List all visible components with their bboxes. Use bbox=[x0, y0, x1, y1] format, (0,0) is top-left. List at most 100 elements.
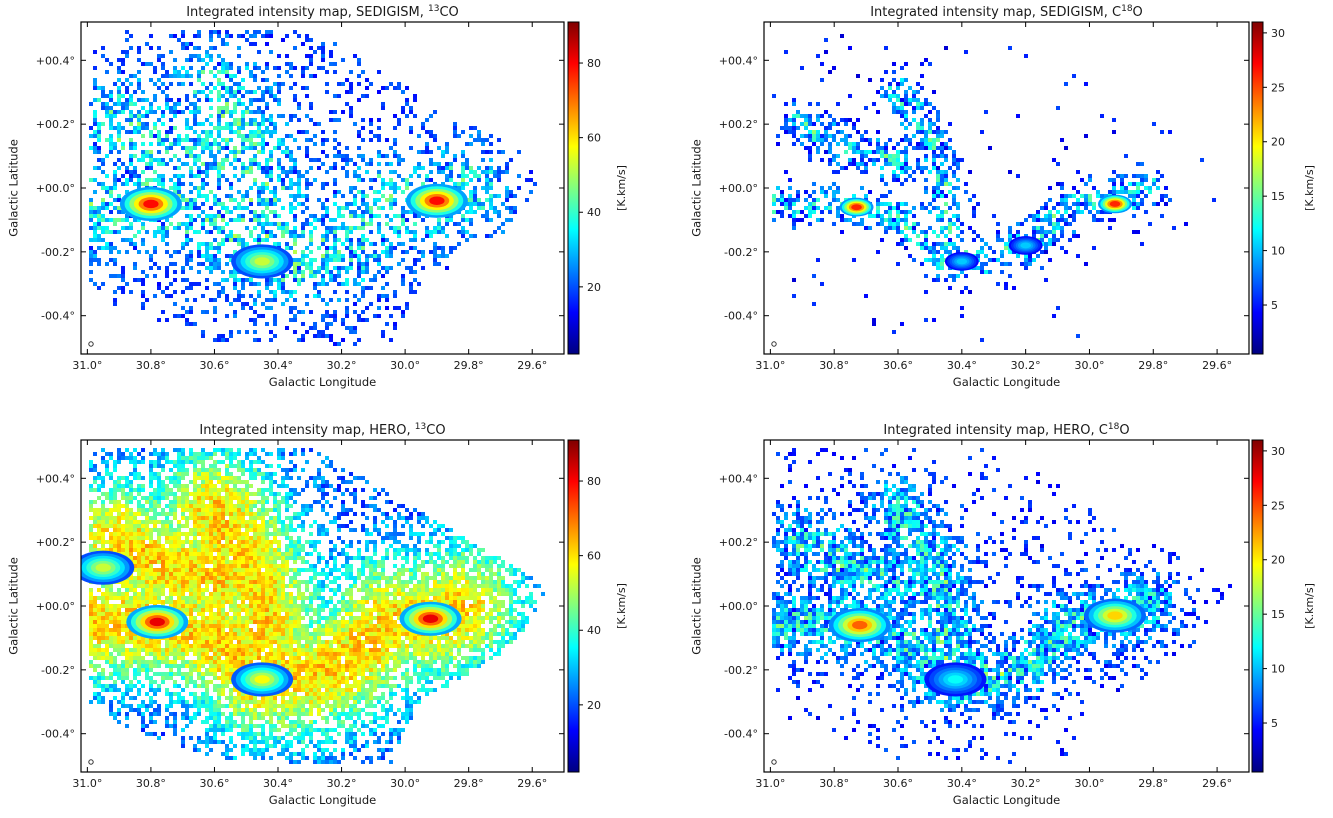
x-axis-label: Galactic Longitude bbox=[953, 793, 1060, 807]
x-tick-label: 30.6° bbox=[199, 777, 229, 790]
beam-marker bbox=[88, 759, 94, 765]
x-tick-label: 31.0° bbox=[755, 359, 785, 372]
y-tick-label: +00.4° bbox=[36, 54, 75, 67]
colorbar-tick-label: 60 bbox=[587, 132, 601, 145]
x-tick-label: 29.8° bbox=[454, 777, 484, 790]
title-isotope: 18 bbox=[1108, 422, 1120, 432]
x-tick-label: 31.0° bbox=[72, 777, 102, 790]
colorbar-tick-label: 80 bbox=[587, 475, 601, 488]
emission-peak bbox=[1008, 236, 1043, 255]
title-text: Integrated intensity map, HERO, bbox=[883, 423, 1098, 438]
x-tick-label: 30.0° bbox=[390, 777, 420, 790]
emission-peak bbox=[81, 550, 135, 585]
x-tick-label: 29.6° bbox=[1202, 777, 1232, 790]
panel-2: Integrated intensity map, SEDIGISM, C18O… bbox=[690, 4, 1317, 389]
y-axis-label: Galactic Latitude bbox=[690, 557, 704, 655]
emission-peak bbox=[399, 601, 462, 636]
title-isotope: 18 bbox=[1121, 4, 1133, 14]
emission-peak bbox=[405, 183, 468, 218]
x-tick-label: 29.8° bbox=[454, 359, 484, 372]
emission-peak bbox=[828, 608, 891, 643]
x-tick-label: 29.8° bbox=[1138, 359, 1168, 372]
y-tick-label: +00.2° bbox=[719, 536, 758, 549]
x-tick-label: 30.6° bbox=[883, 359, 913, 372]
colorbar-tick-label: 30 bbox=[1271, 445, 1285, 458]
x-tick-label: 30.8° bbox=[136, 359, 166, 372]
x-tick-label: 31.0° bbox=[755, 777, 785, 790]
x-tick-label: 30.2° bbox=[1011, 777, 1041, 790]
title-molecule-post: O bbox=[1133, 5, 1143, 20]
x-tick-label: 29.6° bbox=[517, 359, 547, 372]
colorbar-tick-label: 60 bbox=[587, 550, 601, 563]
colorbar-tick-label: 30 bbox=[1271, 27, 1285, 40]
emission-peak bbox=[924, 662, 987, 697]
colorbar-tick-label: 15 bbox=[1271, 608, 1285, 621]
colorbar-tick-label: 80 bbox=[587, 57, 601, 70]
title-molecule-pre: C bbox=[1112, 5, 1121, 20]
y-tick-label: +00.2° bbox=[36, 118, 75, 131]
emission-peak bbox=[126, 604, 189, 640]
y-tick-label: +00.4° bbox=[719, 54, 758, 67]
emission-peak bbox=[1097, 194, 1132, 214]
x-tick-label: 29.6° bbox=[1202, 359, 1232, 372]
x-axis-label: Galactic Longitude bbox=[269, 375, 376, 389]
y-tick-label: -00.2° bbox=[41, 664, 75, 677]
panel-3: Integrated intensity map, HERO, 13CO 31.0… bbox=[7, 422, 629, 807]
x-tick-label: 30.0° bbox=[1074, 777, 1104, 790]
x-tick-label: 29.8° bbox=[1138, 777, 1168, 790]
emission-field bbox=[89, 30, 537, 346]
beam-marker bbox=[88, 341, 94, 347]
x-tick-label: 30.4° bbox=[947, 777, 977, 790]
x-axis-label: Galactic Longitude bbox=[953, 375, 1060, 389]
y-tick-label: +00.2° bbox=[36, 536, 75, 549]
title-molecule-post: CO bbox=[426, 423, 445, 438]
map-background bbox=[764, 22, 1249, 354]
chart-title: Integrated intensity map, HERO, C18O bbox=[883, 422, 1129, 438]
chart-title: Integrated intensity map, SEDIGISM, 13CO bbox=[186, 4, 459, 20]
colorbar-tick-label: 20 bbox=[587, 699, 601, 712]
x-tick-label: 29.6° bbox=[517, 777, 547, 790]
colorbar-tick-label: 20 bbox=[1271, 554, 1285, 567]
x-tick-label: 30.8° bbox=[819, 359, 849, 372]
title-molecule-post: O bbox=[1119, 423, 1129, 438]
emission-peak bbox=[119, 186, 182, 222]
colorbar bbox=[567, 21, 580, 355]
y-tick-label: -00.4° bbox=[41, 310, 75, 323]
colorbar-tick-label: 20 bbox=[1271, 136, 1285, 149]
x-tick-label: 31.0° bbox=[72, 359, 102, 372]
x-tick-label: 30.4° bbox=[947, 359, 977, 372]
colorbar-label: [K.km/s] bbox=[1303, 583, 1316, 629]
y-tick-label: -00.4° bbox=[41, 728, 75, 741]
x-tick-label: 30.2° bbox=[1011, 359, 1041, 372]
y-tick-label: -00.2° bbox=[724, 664, 758, 677]
colorbar-label: [K.km/s] bbox=[1303, 165, 1316, 211]
y-axis-label: Galactic Latitude bbox=[7, 557, 21, 655]
colorbar-tick-label: 5 bbox=[1271, 299, 1278, 312]
x-tick-label: 30.6° bbox=[883, 777, 913, 790]
x-tick-label: 30.6° bbox=[199, 359, 229, 372]
title-text: Integrated intensity map, SEDIGISM, bbox=[186, 5, 428, 20]
y-tick-label: +00.0° bbox=[36, 600, 75, 613]
colorbar bbox=[1251, 21, 1264, 355]
y-tick-label: +00.2° bbox=[719, 118, 758, 131]
title-isotope: 13 bbox=[428, 4, 439, 14]
title-text: Integrated intensity map, SEDIGISM, bbox=[870, 5, 1112, 20]
x-tick-label: 30.4° bbox=[263, 777, 293, 790]
colorbar-tick-label: 25 bbox=[1271, 81, 1285, 94]
x-tick-label: 30.0° bbox=[1074, 359, 1104, 372]
title-molecule-pre: C bbox=[1099, 423, 1108, 438]
colorbar-tick-label: 20 bbox=[587, 281, 601, 294]
beam-marker bbox=[771, 341, 777, 347]
emission-peak bbox=[231, 662, 294, 697]
colorbar bbox=[567, 439, 580, 773]
emission-peak bbox=[1083, 598, 1146, 633]
colorbar-label: [K.km/s] bbox=[615, 165, 628, 211]
colorbar-tick-label: 10 bbox=[1271, 663, 1285, 676]
y-axis-label: Galactic Latitude bbox=[690, 139, 704, 237]
x-tick-label: 30.0° bbox=[390, 359, 420, 372]
y-tick-label: -00.2° bbox=[41, 246, 75, 259]
y-tick-label: +00.0° bbox=[719, 600, 758, 613]
y-tick-label: +00.0° bbox=[719, 182, 758, 195]
emission-peak bbox=[839, 197, 874, 217]
